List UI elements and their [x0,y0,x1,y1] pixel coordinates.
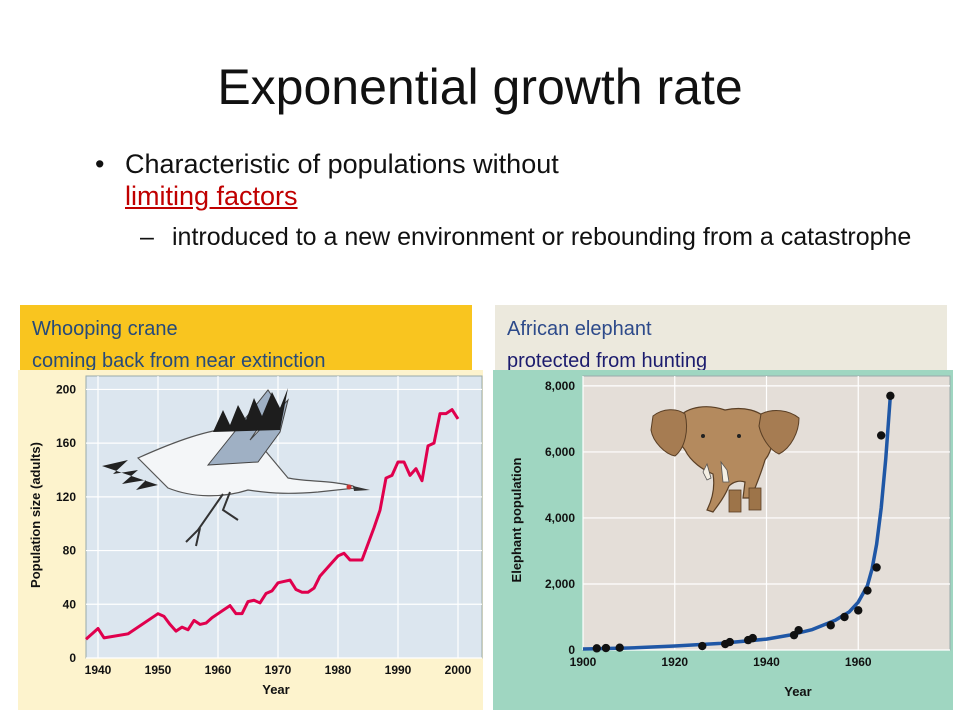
elephant-data-point [840,612,849,622]
crane-y-axis-label: Population size (adults) [28,442,43,588]
elephant-y-axis-label: Elephant population [509,457,524,582]
crane-x-tick-label: 2000 [445,663,472,677]
crane-x-axis-label: Year [262,682,289,697]
slide-title: Exponential growth rate [217,59,743,115]
elephant-data-point [876,431,886,440]
elephant-data-point [615,643,624,652]
elephant-x-tick-label: 1960 [845,655,872,669]
crane-caption-line1: Whooping crane [32,318,178,340]
elephant-y-tick-label: 8,000 [545,379,575,393]
elephant-data-point [826,621,835,630]
crane-y-tick-label: 120 [56,490,76,504]
crane-y-ticks: 0 40 80 120 160 200 [56,382,76,665]
elephant-data-point [601,643,611,653]
crane-chart: 0 40 80 120 160 200 1940 1950 1960 1970 1980 1990 2… [18,370,483,710]
crane-y-tick-label: 80 [63,544,77,558]
crane-x-tick-label: 1960 [205,663,232,677]
elephant-data-point [592,644,601,653]
elephant-x-axis-label: Year [784,684,811,699]
elephant-data-point [854,606,863,615]
african-elephant-illustration [650,406,800,513]
limiting-factors-link[interactable]: limiting factors [125,181,298,211]
crane-population-line [84,408,460,641]
elephant-data-point [725,637,734,647]
bullet-item-1: • Characteristic of populations without … [95,148,935,212]
elephant-y-tick-label: 2,000 [545,577,575,591]
elephant-y-ticks: 0 2,000 4,000 6,000 8,000 [545,379,575,657]
elephant-x-tick-label: 1900 [570,655,597,669]
whooping-crane-illustration [102,388,370,547]
elephant-x-tick-label: 1920 [661,655,688,669]
bullet-list: • Characteristic of populations without … [95,148,935,252]
crane-x-tick-label: 1990 [385,663,412,677]
crane-y-tick-label: 200 [56,382,76,396]
bullet-dash: – [140,223,154,251]
crane-x-tick-label: 1980 [325,663,352,677]
elephant-x-tick-label: 1940 [753,655,780,669]
bullet-item-2: – introduced to a new environment or reb… [140,222,935,252]
elephant-y-tick-label: 4,000 [545,511,575,525]
elephant-data-point [872,563,881,572]
elephant-x-ticks: 1900 1920 1940 1960 [570,655,872,669]
elephant-y-tick-label: 0 [568,643,575,657]
crane-x-tick-label: 1950 [145,663,172,677]
crane-grid [86,376,482,659]
crane-caption-line2: coming back from near extinction [32,350,326,372]
elephant-chart: 0 2,000 4,000 6,000 8,000 1900 1920 1940 1960 Y… [493,370,953,710]
elephant-caption: African elephant protected from hunting [495,305,947,373]
crane-y-tick-label: 160 [56,436,76,450]
crane-plot-area [85,375,483,659]
bullet-1-text: Characteristic of populations without [125,149,559,179]
bullet-dot: • [95,149,105,179]
crane-x-ticks: 1940 1950 1960 1970 1980 1990 2000 [85,663,472,677]
elephant-y-tick-label: 6,000 [545,445,575,459]
elephant-data-points [592,391,895,653]
elephant-data-point [698,641,707,651]
elephant-data-point [863,586,872,595]
elephant-data-point [886,391,895,401]
crane-caption: Whooping crane coming back from near ext… [20,305,472,373]
elephant-data-point [748,633,757,643]
elephant-data-point [794,625,803,635]
bullet-2-text: introduced to a new environment or rebou… [172,223,912,251]
crane-y-tick-label: 40 [63,597,77,611]
elephant-caption-line1: African elephant [507,318,652,340]
crane-y-tick-label: 0 [69,651,76,665]
crane-x-tick-label: 1970 [265,663,292,677]
elephant-caption-line2: protected from hunting [507,350,708,372]
crane-x-tick-label: 1940 [85,663,112,677]
